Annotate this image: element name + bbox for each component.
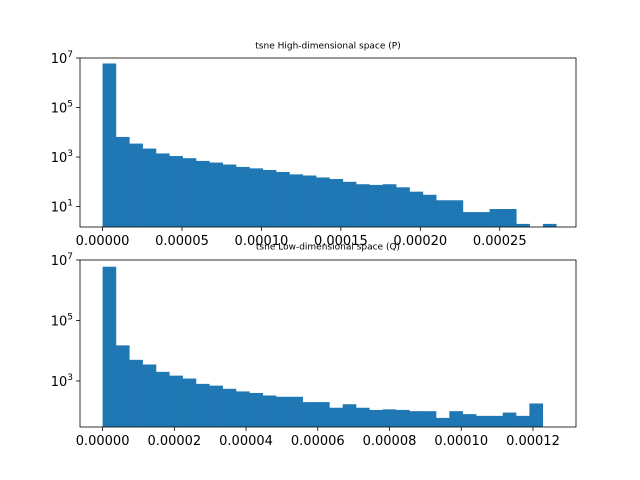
histogram-bar <box>209 385 223 427</box>
chart-title-q: tsne Low-dimensional space (Q) <box>256 243 400 253</box>
histogram-bar <box>329 179 344 227</box>
y-tick-label: 101 <box>51 199 73 216</box>
histogram-bar <box>369 409 383 427</box>
histogram-bar <box>169 375 183 427</box>
histogram-bar <box>222 164 237 227</box>
x-tick-label: 0.00015 <box>314 234 368 249</box>
histogram-panel-q: tsne Low-dimensional space (Q) 0.00000 0.… <box>51 243 577 449</box>
histogram-bar <box>262 170 277 227</box>
histogram-bar <box>449 200 464 227</box>
histogram-bar <box>302 175 317 227</box>
histogram-bar <box>409 411 423 427</box>
histogram-bar <box>516 223 530 227</box>
x-tick-label: 0.00006 <box>291 434 345 449</box>
histogram-bar <box>489 415 504 427</box>
histogram-bar <box>102 266 117 427</box>
histogram-bar <box>249 392 263 427</box>
x-tick-label: 0.00010 <box>235 234 289 249</box>
y-axis-q: 103 105 107 <box>51 252 80 390</box>
histogram-bar <box>302 402 317 427</box>
histogram-bar <box>235 391 250 427</box>
histogram-bar <box>276 171 290 227</box>
histogram-bar <box>155 153 170 227</box>
x-tick-label: 0.00008 <box>363 434 417 449</box>
histogram-bar <box>476 415 490 427</box>
x-tick-label: 0.00000 <box>76 434 130 449</box>
histogram-bar <box>142 364 157 427</box>
x-tick-label: 0.00005 <box>155 234 209 249</box>
histogram-bar <box>502 209 517 227</box>
histogram-bar <box>115 136 130 227</box>
histogram-bar <box>342 404 357 427</box>
histogram-bar <box>396 187 410 227</box>
histogram-bar <box>529 403 544 427</box>
y-axis-p: 101 103 105 107 <box>51 50 80 216</box>
histogram-bar <box>409 191 424 227</box>
histogram-bar <box>249 168 264 227</box>
x-tick-label: 0.00012 <box>506 434 560 449</box>
histogram-bar <box>222 388 237 427</box>
histogram-bar <box>129 359 143 427</box>
histogram-bar <box>275 396 290 427</box>
histogram-bar <box>542 223 557 227</box>
x-tick-label: 0.00002 <box>147 434 201 449</box>
histogram-bar <box>449 411 464 427</box>
histogram-bar <box>129 143 143 227</box>
histogram-bar <box>209 162 223 227</box>
histogram-bar <box>422 411 437 427</box>
histogram-panel-p: tsne High-dimensional space (P) 0.00000 0… <box>51 42 577 249</box>
y-tick-label: 105 <box>51 100 73 117</box>
histogram-bar <box>436 200 450 227</box>
histogram-bar <box>342 181 357 227</box>
histogram-bar <box>382 184 397 227</box>
histogram-bar <box>195 160 210 227</box>
histogram-bar <box>316 402 330 427</box>
histogram-bar <box>236 166 250 227</box>
bars-p <box>102 63 557 227</box>
histogram-bar <box>476 212 490 227</box>
histogram-bar <box>462 414 477 427</box>
histogram-bar <box>182 378 197 427</box>
histogram-bar <box>516 415 530 427</box>
histogram-bar <box>182 158 197 227</box>
histogram-bar <box>356 407 370 427</box>
histogram-bar <box>289 174 304 227</box>
histogram-bar <box>329 407 343 427</box>
x-tick-label: 0.00000 <box>76 234 130 249</box>
histogram-bar <box>316 177 330 227</box>
x-tick-label: 0.00025 <box>473 234 527 249</box>
histogram-bar <box>369 184 384 227</box>
histogram-bar <box>356 184 370 227</box>
bars-q <box>102 266 544 427</box>
axes-frame-q <box>79 259 577 428</box>
histogram-bar <box>289 396 303 427</box>
histogram-bar <box>502 412 517 427</box>
histogram-bar <box>262 395 277 427</box>
x-tick-label: 0.00010 <box>434 434 488 449</box>
y-tick-label: 103 <box>51 373 73 390</box>
histogram-bar <box>102 63 117 227</box>
histogram-bar <box>195 383 210 427</box>
histogram-bar <box>489 209 504 227</box>
y-tick-label: 105 <box>51 312 73 329</box>
x-tick-label: 0.00020 <box>393 234 447 249</box>
histogram-bar <box>155 371 170 427</box>
histogram-bar <box>382 409 397 427</box>
x-axis-q: 0.00000 0.00002 0.00004 0.00006 0.00008 0.000… <box>76 427 560 449</box>
histogram-bar <box>115 345 130 427</box>
y-tick-label: 107 <box>51 252 73 269</box>
x-axis-p: 0.00000 0.00005 0.00010 0.00015 0.00020 0.000… <box>76 227 527 249</box>
histogram-bar <box>142 148 157 227</box>
histogram-bar <box>436 417 450 427</box>
histogram-bar <box>462 212 477 227</box>
histogram-bar <box>422 194 437 227</box>
y-tick-label: 103 <box>51 149 73 166</box>
histogram-bar <box>396 409 410 427</box>
axes-frame-p <box>79 57 577 228</box>
y-tick-label: 107 <box>51 50 73 67</box>
histogram-bar <box>169 156 183 227</box>
x-tick-label: 0.00004 <box>219 434 273 449</box>
chart-title-p: tsne High-dimensional space (P) <box>255 42 400 52</box>
